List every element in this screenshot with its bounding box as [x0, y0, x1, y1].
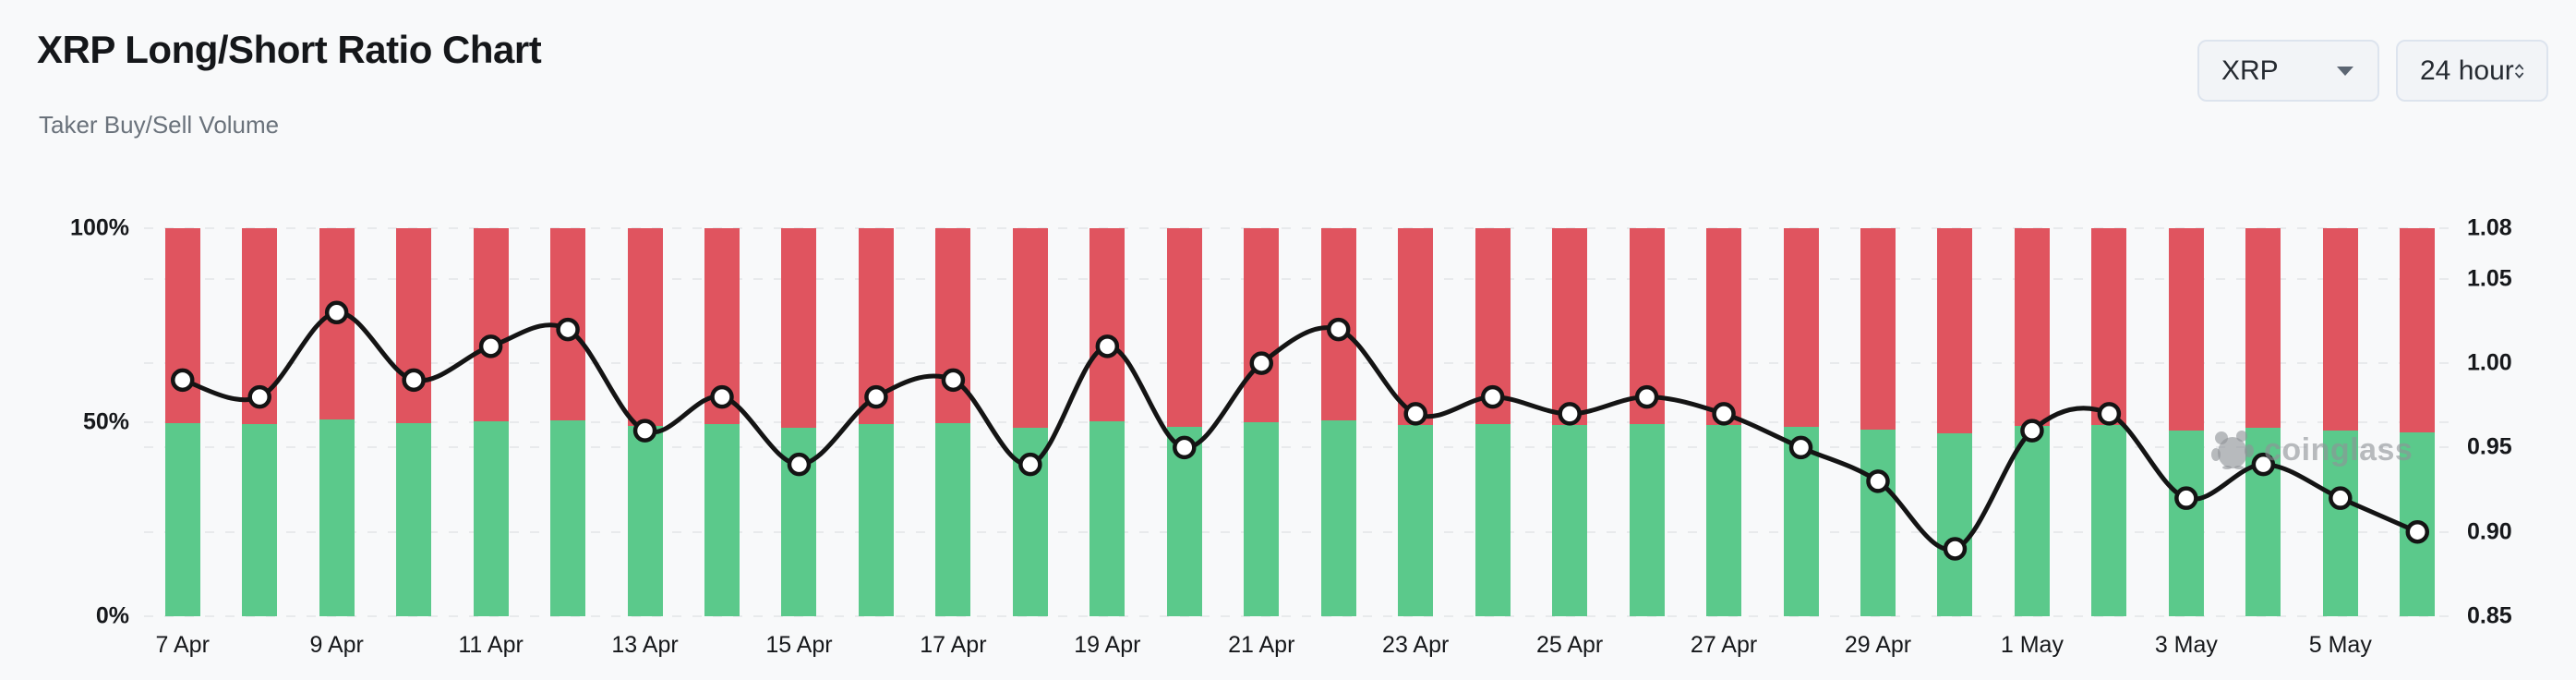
x-axis-label: 19 Apr	[1074, 632, 1141, 658]
y-axis-label-right: 1.08	[2467, 214, 2512, 241]
interval-select-value: 24 hour	[2420, 55, 2514, 86]
x-axis-label: 25 Apr	[1535, 632, 1604, 658]
x-axis-label: 21 Apr	[1228, 632, 1295, 658]
x-axis-label: 23 Apr	[1382, 632, 1450, 658]
x-axis-label: 29 Apr	[1844, 632, 1912, 658]
x-axis-label: 15 Apr	[765, 632, 833, 658]
symbol-select-value: XRP	[2221, 55, 2279, 86]
chevron-down-icon	[2337, 66, 2353, 76]
y-axis-label-left: 50%	[82, 408, 129, 435]
page-subtitle: Taker Buy/Sell Volume	[39, 111, 280, 139]
coinglass-watermark: coinglass	[2210, 431, 2413, 469]
x-axis-label: 11 Apr	[458, 632, 524, 658]
y-axis-label-right: 0.85	[2467, 602, 2512, 629]
x-axis-label: 27 Apr	[1690, 632, 1758, 658]
y-axis-label-right: 0.90	[2467, 518, 2512, 545]
y-axis-label-left: 100%	[70, 214, 129, 241]
y-axis-label-left: 0%	[95, 602, 129, 629]
coinglass-logo-icon	[2211, 431, 2254, 469]
symbol-select[interactable]: XRP	[2197, 40, 2379, 102]
interval-select[interactable]: 24 hour	[2396, 40, 2548, 102]
coinglass-watermark-text: coinglass	[2264, 431, 2413, 468]
y-axis-label-right: 1.05	[2467, 265, 2512, 292]
y-axis-label-right: 1.00	[2467, 349, 2512, 376]
x-axis-label: 13 Apr	[611, 632, 679, 658]
chart-controls: XRP 24 hour	[2197, 40, 2548, 102]
page-title: XRP Long/Short Ratio Chart	[37, 28, 542, 71]
x-axis-label: 7 Apr	[155, 632, 210, 658]
x-axis-label: 3 May	[2154, 632, 2218, 658]
x-axis-label: 1 May	[2000, 632, 2064, 658]
x-axis-label: 17 Apr	[920, 632, 987, 658]
y-axis-label-right: 0.95	[2467, 433, 2512, 460]
x-axis-label: 5 May	[2308, 632, 2372, 658]
chevron-up-down-icon	[2514, 63, 2523, 79]
x-axis-label: 9 Apr	[309, 632, 364, 658]
